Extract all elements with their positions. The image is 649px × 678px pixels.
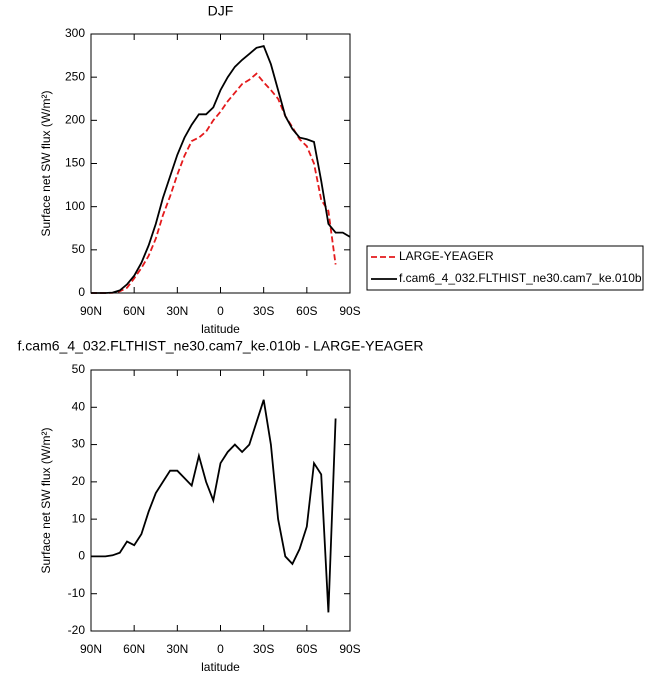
x-tick-label: 30N (166, 642, 188, 656)
x-tick-label: 30N (166, 304, 188, 318)
y-axis-label: Surface net SW flux (W/m²) (39, 427, 53, 573)
y-tick-label: 10 (72, 511, 86, 525)
y-tick-label: 30 (72, 437, 86, 451)
plot-frame (90, 369, 351, 632)
chart-title: DJF (208, 3, 234, 19)
x-tick-label: 90N (80, 304, 102, 318)
x-tick-label: 60S (296, 642, 317, 656)
chart-title: f.cam6_4_032.FLTHIST_ne30.cam7_ke.010b -… (18, 338, 424, 354)
y-tick-label: 150 (65, 156, 85, 170)
x-tick-label: 0 (217, 304, 224, 318)
x-axis-label: latitude (201, 322, 240, 336)
y-tick-label: 0 (78, 549, 85, 563)
x-tick-label: 60N (123, 642, 145, 656)
y-tick-label: 100 (65, 199, 85, 213)
x-tick-label: 90N (80, 642, 102, 656)
data-line (91, 45, 351, 294)
y-tick-label: -10 (68, 586, 86, 600)
data-line (91, 399, 337, 613)
x-tick-label: 30S (253, 304, 274, 318)
y-tick-label: 40 (72, 399, 86, 413)
y-axis-label: Surface net SW flux (W/m²) (39, 90, 53, 236)
y-tick-label: 50 (72, 362, 86, 376)
legend-box (366, 245, 644, 291)
y-tick-label: 0 (78, 285, 85, 299)
plot-frame (90, 33, 351, 294)
legend-label: f.cam6_4_032.FLTHIST_ne30.cam7_ke.010b (399, 271, 642, 285)
x-tick-label: 60S (296, 304, 317, 318)
x-tick-label: 30S (253, 642, 274, 656)
x-tick-label: 90S (339, 304, 360, 318)
x-axis-label: latitude (201, 660, 240, 674)
y-tick-label: 50 (72, 242, 86, 256)
y-tick-label: 20 (72, 474, 86, 488)
x-tick-label: 0 (217, 642, 224, 656)
y-tick-label: -20 (68, 623, 86, 637)
x-tick-label: 60N (123, 304, 145, 318)
y-tick-label: 200 (65, 113, 85, 127)
y-tick-label: 250 (65, 69, 85, 83)
x-tick-label: 90S (339, 642, 360, 656)
y-tick-label: 300 (65, 26, 85, 40)
legend-label: LARGE-YEAGER (399, 249, 494, 263)
